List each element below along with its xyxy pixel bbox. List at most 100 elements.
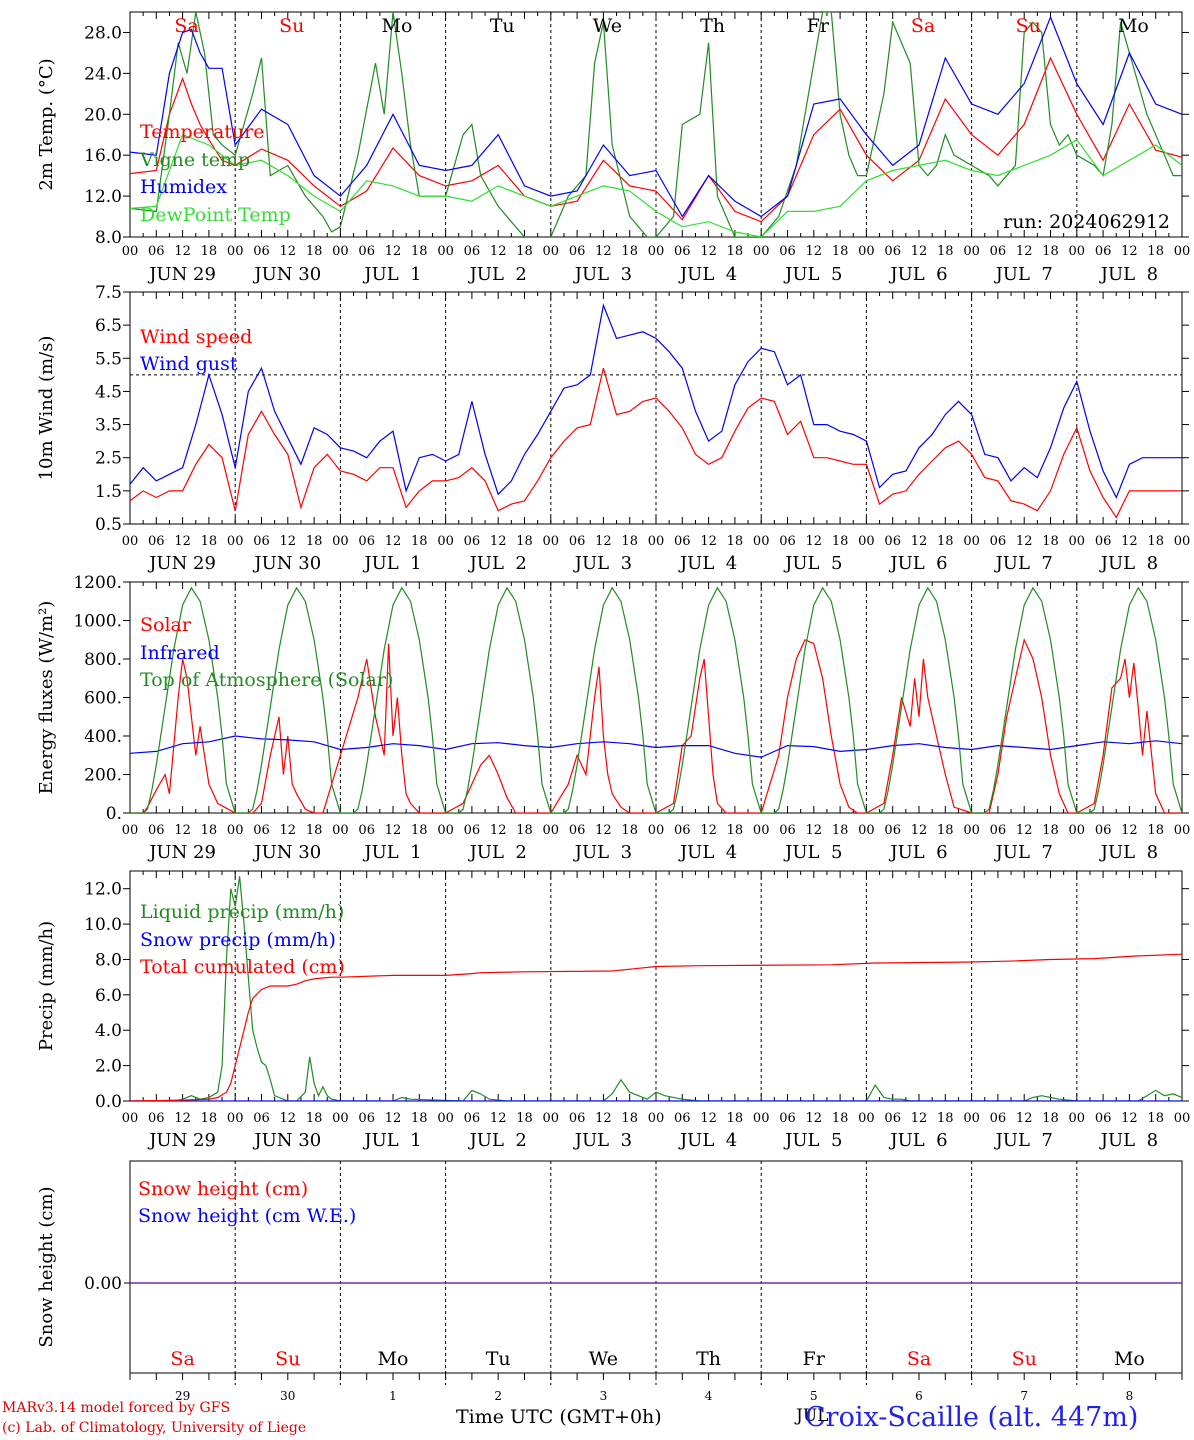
x-date-label: JUL 8	[1099, 553, 1158, 574]
legend-entry: Wind speed	[140, 326, 252, 348]
x-hour-label: 12	[911, 1111, 928, 1126]
x-hour-label: 12	[385, 1111, 402, 1126]
x-hour-label: 00	[648, 244, 665, 259]
weekday-label: Mo	[1118, 15, 1149, 37]
y-tick-label: 800.	[84, 650, 122, 670]
x-date-label: JUL 5	[783, 264, 842, 285]
x-hour-label: 06	[779, 823, 796, 838]
x-hour-label: 06	[674, 534, 691, 549]
y-axis-label: Energy fluxes (W/m²)	[36, 601, 57, 795]
x-day-number: 8	[1126, 1389, 1134, 1403]
x-hour-label: 18	[832, 534, 849, 549]
x-hour-label: 12	[1121, 244, 1138, 259]
x-date-label: JUL 1	[362, 553, 421, 574]
x-date-label: JUL 7	[994, 553, 1053, 574]
y-tick-label: 0.00	[84, 1274, 122, 1294]
x-hour-label: 12	[174, 244, 191, 259]
x-hour-label: 00	[753, 534, 770, 549]
x-hour-label: 12	[911, 244, 928, 259]
x-hour-label: 06	[464, 1111, 481, 1126]
y-tick-label: 1200.	[73, 573, 122, 593]
x-hour-label: 00	[543, 244, 560, 259]
x-hour-label: 06	[990, 244, 1007, 259]
weekday-label: Fr	[803, 1348, 826, 1370]
x-date-label: JUN 30	[252, 553, 321, 574]
x-hour-label: 00	[1174, 823, 1191, 838]
x-hour-label: 06	[464, 534, 481, 549]
x-date-label: JUL 2	[468, 264, 527, 285]
x-date-label: JUN 29	[147, 842, 216, 863]
x-date-label: JUL 5	[783, 553, 842, 574]
x-hour-label: 06	[1095, 1111, 1112, 1126]
y-tick-label: 8.0	[95, 950, 122, 970]
y-tick-label: 12.0	[84, 187, 122, 207]
x-date-label: JUL 1	[362, 842, 421, 863]
y-tick-label: 7.5	[95, 283, 122, 303]
panel-1: 8.0 12.0 16.0 20.0 24.0 28.0 2m Temp. (°C) 00 06…	[36, 11, 1190, 285]
x-hour-label: 18	[306, 244, 323, 259]
x-hour-label: 06	[779, 244, 796, 259]
x-day-number: 7	[1020, 1389, 1028, 1403]
x-hour-label: 12	[700, 1111, 717, 1126]
x-hour-label: 00	[543, 1111, 560, 1126]
x-hour-label: 00	[227, 244, 244, 259]
x-hour-label: 06	[884, 534, 901, 549]
y-tick-label: 16.0	[84, 146, 122, 166]
x-date-label: JUL 3	[573, 553, 632, 574]
x-hour-label: 00	[963, 823, 980, 838]
x-hour-label: 18	[1147, 534, 1164, 549]
lab-credit: (c) Lab. of Climatology, University of L…	[2, 1420, 307, 1436]
x-hour-label: 00	[753, 244, 770, 259]
weekday-label: Sa	[174, 15, 198, 37]
x-date-label: JUN 30	[252, 842, 321, 863]
x-date-label: JUL 1	[362, 1130, 421, 1151]
x-day-number: 29	[175, 1389, 190, 1403]
x-hour-label: 06	[884, 823, 901, 838]
model-credit: MARv3.14 model forced by GFS	[2, 1400, 231, 1416]
x-hour-label: 18	[306, 1111, 323, 1126]
y-tick-label: 5.5	[95, 349, 122, 369]
x-date-label: JUN 29	[147, 1130, 216, 1151]
y-tick-label: 1000.	[73, 612, 122, 632]
x-date-label: JUL 5	[783, 842, 842, 863]
x-date-label: JUL 4	[678, 553, 737, 574]
x-date-label: JUN 30	[252, 264, 321, 285]
x-hour-label: 18	[1042, 1111, 1059, 1126]
x-date-label: JUN 30	[252, 1130, 321, 1151]
x-hour-label: 00	[122, 1111, 139, 1126]
x-hour-label: 18	[411, 1111, 428, 1126]
series-line-solar	[130, 637, 1182, 813]
x-hour-label: 12	[806, 823, 823, 838]
x-hour-label: 18	[1042, 534, 1059, 549]
x-hour-label: 06	[358, 1111, 375, 1126]
x-hour-label: 00	[1069, 534, 1086, 549]
x-hour-label: 00	[437, 1111, 454, 1126]
x-hour-label: 18	[306, 534, 323, 549]
weekday-label: Su	[1012, 1348, 1037, 1370]
series-line-dewpoint-temp	[130, 133, 1182, 237]
y-tick-label: 1.5	[95, 482, 122, 502]
series-line-infrared	[130, 735, 1182, 758]
x-hour-label: 12	[280, 534, 297, 549]
legend-entry: Top of Atmosphere (Solar)	[140, 669, 393, 691]
x-hour-label: 18	[516, 1111, 533, 1126]
x-hour-label: 18	[411, 244, 428, 259]
x-date-label: JUL 4	[678, 1130, 737, 1151]
y-tick-label: 24.0	[84, 64, 122, 84]
y-tick-label: 600.	[84, 689, 122, 709]
x-hour-label: 12	[174, 1111, 191, 1126]
month-label: JUL	[796, 1406, 829, 1426]
x-hour-label: 12	[806, 1111, 823, 1126]
panel-3: 0. 200. 400. 600. 800. 1000. 1200. Energy fluxe…	[36, 573, 1190, 863]
x-hour-label: 18	[1042, 244, 1059, 259]
y-tick-label: 400.	[84, 727, 122, 747]
x-hour-label: 12	[595, 1111, 612, 1126]
y-axis-label: 10m Wind (m/s)	[36, 336, 57, 481]
legend-entry: Total cumulated (cm)	[140, 956, 345, 978]
x-hour-label: 06	[569, 1111, 586, 1126]
weekday-label: Su	[1016, 15, 1041, 37]
x-hour-label: 00	[1174, 534, 1191, 549]
weekday-label: Su	[279, 15, 304, 37]
x-hour-label: 06	[779, 534, 796, 549]
legend-entry: Temperature	[140, 121, 264, 143]
